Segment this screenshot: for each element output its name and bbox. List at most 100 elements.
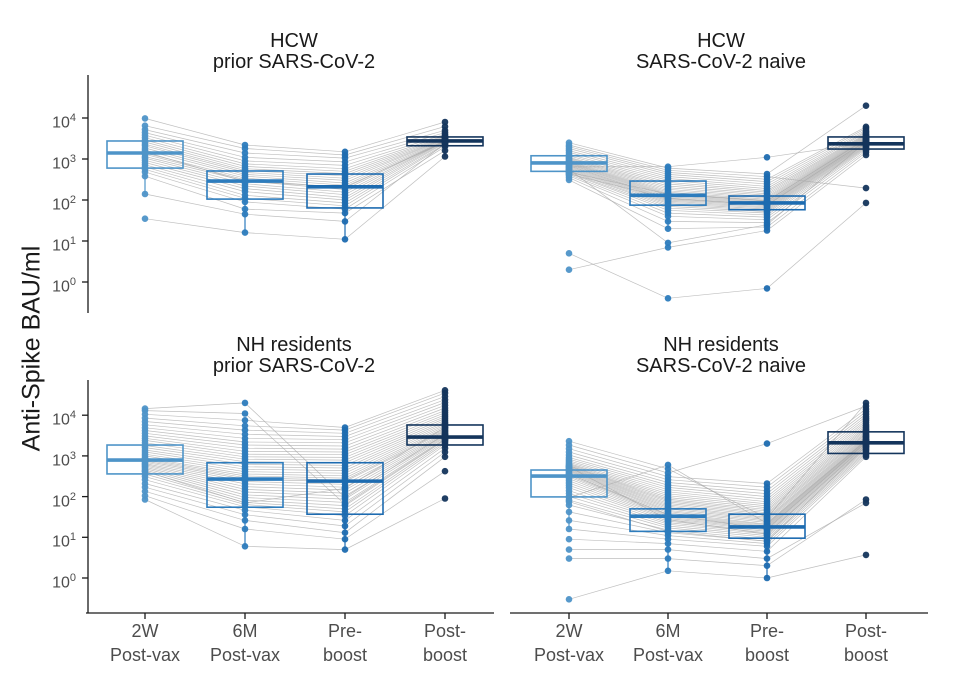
subject-line <box>568 137 867 199</box>
subject-line <box>568 435 867 518</box>
data-point <box>664 461 672 469</box>
subject-line <box>568 413 867 492</box>
data-point <box>763 201 771 209</box>
data-point <box>341 236 349 243</box>
data-point <box>862 551 870 559</box>
subject-line <box>568 202 867 299</box>
data-point <box>565 170 573 178</box>
panel-title-line1: NH residents <box>663 334 779 356</box>
subject-line <box>144 136 446 174</box>
subject-line <box>144 407 446 447</box>
x-tick-label-line: 6M <box>232 621 258 641</box>
data-point <box>763 285 771 292</box>
subject-line <box>568 142 867 207</box>
subject-line <box>568 444 867 535</box>
panel-nh-naive <box>530 399 905 603</box>
subject-line <box>144 435 446 494</box>
subject-line <box>568 138 867 202</box>
subject-line <box>144 427 446 504</box>
subject-line <box>568 438 867 522</box>
subject-line <box>568 424 867 505</box>
data-point <box>341 218 349 225</box>
subject-line <box>144 438 446 503</box>
panel-title-hcw-prior: HCW prior SARS-CoV-2 <box>88 31 500 73</box>
subject-line <box>568 133 867 191</box>
subject-line <box>568 425 867 507</box>
data-point <box>664 528 672 535</box>
subject-line <box>144 129 446 159</box>
subject-line <box>568 152 867 230</box>
data-point <box>241 517 249 524</box>
data-point <box>664 195 672 202</box>
subject-line <box>144 426 446 474</box>
data-point <box>565 437 573 445</box>
subject-line <box>144 456 446 534</box>
data-point <box>763 480 771 487</box>
subject-line <box>568 433 867 515</box>
subject-line <box>144 447 446 521</box>
subject-line <box>144 392 446 431</box>
subject-line <box>144 140 446 190</box>
subject-line <box>568 411 867 488</box>
x-tick-label-line: Pre- <box>749 621 784 641</box>
data-point <box>862 443 870 450</box>
subject-line <box>568 136 867 198</box>
data-point <box>141 190 149 198</box>
x-tick-label-6mpost-vax: 6M Post-vax <box>606 619 730 667</box>
subject-line <box>144 444 446 517</box>
subject-line <box>144 430 446 481</box>
subject-line <box>568 450 867 540</box>
subject-line <box>568 447 867 536</box>
subject-line <box>569 499 867 567</box>
subject-line <box>568 422 867 503</box>
data-point <box>763 525 771 533</box>
x-tick-label-line: 2W <box>555 621 583 641</box>
subject-line <box>568 408 867 484</box>
y-tick-label: 100 <box>52 276 76 296</box>
subject-line <box>144 433 446 488</box>
subject-line <box>144 421 446 466</box>
data-point <box>565 498 573 506</box>
panel-title-line2: SARS-CoV-2 naive <box>635 355 807 377</box>
subject-line <box>568 446 867 542</box>
data-point <box>141 405 149 412</box>
x-tick-label-line: Post- <box>423 621 466 641</box>
subject-line <box>144 414 446 456</box>
data-point <box>664 546 672 553</box>
data-point <box>664 516 672 523</box>
subject-line <box>144 419 446 464</box>
data-point <box>862 184 870 192</box>
x-tick-label-line: Post- <box>844 621 887 641</box>
data-point <box>664 567 672 575</box>
subject-line <box>568 145 867 212</box>
data-point <box>441 495 449 502</box>
subject-line <box>144 399 446 437</box>
subject-line <box>568 143 867 210</box>
panel-title-line2: SARS-CoV-2 naive <box>635 51 807 73</box>
subject-line <box>568 439 867 523</box>
subject-line <box>144 143 446 204</box>
y-tick-label: 102 <box>52 194 76 214</box>
data-point <box>565 596 573 603</box>
subject-line <box>568 145 867 214</box>
subject-line <box>144 139 446 184</box>
data-point <box>565 546 573 553</box>
data-point <box>565 525 573 533</box>
subject-line <box>144 146 446 210</box>
data-point <box>763 537 771 545</box>
data-point <box>441 431 449 438</box>
data-point <box>441 436 449 443</box>
subject-line <box>568 428 867 510</box>
subject-line <box>144 138 446 181</box>
panel-nh-prior <box>106 387 484 553</box>
subject-line <box>568 134 867 193</box>
panel-title-nh-prior: NH residents prior SARS-CoV-2 <box>88 335 500 377</box>
x-tick-label-2wpost-vax: 2W Post-vax <box>507 619 631 667</box>
data-point <box>341 485 349 492</box>
subject-line <box>144 138 446 179</box>
panel-title-line2: prior SARS-CoV-2 <box>212 51 376 73</box>
subject-line <box>144 144 446 207</box>
subject-line <box>144 156 446 240</box>
subject-line <box>568 150 867 224</box>
